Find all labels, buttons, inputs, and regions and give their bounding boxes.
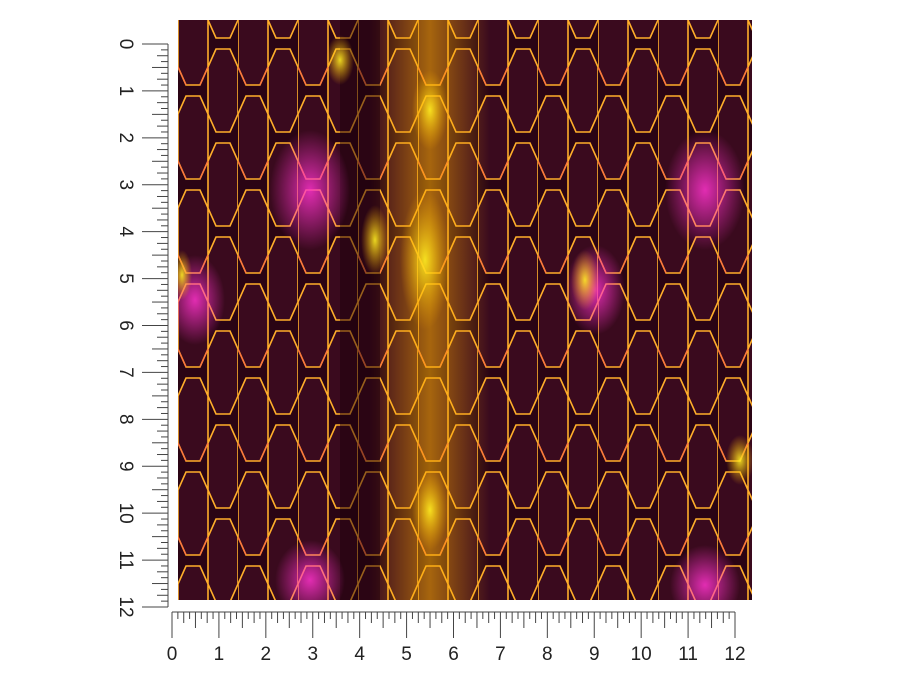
bottom-ruler-label: 8 [542, 644, 553, 665]
left-ruler-label: 11 [115, 550, 136, 570]
bottom-ruler-label: 7 [495, 644, 506, 665]
left-ruler-label: 7 [115, 367, 136, 378]
left-ruler-label: 0 [115, 39, 136, 50]
left-ruler-label: 4 [115, 226, 136, 237]
left-ruler-label: 2 [115, 133, 136, 144]
bottom-ruler-label: 9 [589, 644, 600, 665]
bottom-ruler-label: 12 [724, 644, 745, 665]
left-ruler-label: 5 [115, 273, 136, 284]
left-ruler-label: 6 [115, 320, 136, 331]
rulers [142, 43, 736, 638]
bottom-ruler-label: 6 [448, 644, 459, 665]
left-ruler-label: 8 [115, 414, 136, 425]
pattern-swatch [178, 20, 752, 600]
bottom-ruler-label: 2 [261, 644, 272, 665]
bottom-ruler-label: 11 [678, 644, 698, 665]
bottom-ruler-label: 1 [214, 644, 225, 665]
left-ruler-label: 12 [115, 596, 136, 617]
left-ruler-label: 10 [115, 503, 136, 524]
left-ruler-label: 9 [115, 461, 136, 472]
left-ruler-label: 1 [115, 86, 136, 97]
bottom-ruler-label: 3 [307, 644, 318, 665]
bottom-ruler-label: 10 [631, 644, 652, 665]
bottom-ruler-label: 0 [167, 644, 178, 665]
left-ruler-label: 3 [115, 179, 136, 190]
bottom-ruler-label: 4 [354, 644, 365, 665]
bottom-ruler-label: 5 [401, 644, 412, 665]
